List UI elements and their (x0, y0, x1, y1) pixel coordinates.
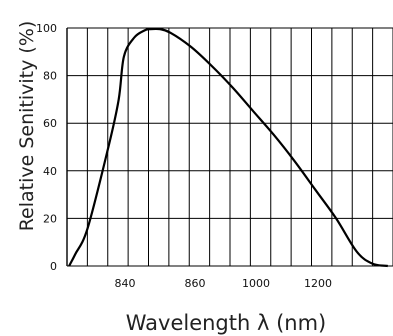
x-axis-title: Wavelength λ (nm) (126, 311, 327, 335)
y-tick-label: 20 (43, 212, 57, 225)
y-tick-label: 0 (50, 260, 57, 273)
y-tick-label: 100 (36, 22, 57, 35)
x-tick-label: 1000 (242, 277, 270, 290)
x-tick-labels: 840 860 1000 1200 (115, 277, 333, 290)
x-tick-label: 1200 (304, 277, 332, 290)
x-tick-label: 840 (115, 277, 136, 290)
y-tick-label: 40 (43, 165, 57, 178)
y-tick-label: 80 (43, 70, 57, 83)
y-axis-title: Relative Senitivity (%) (16, 21, 38, 232)
chart-grid (66, 27, 393, 267)
sensitivity-curve (68, 27, 388, 268)
x-tick-label: 860 (185, 277, 206, 290)
y-tick-label: 60 (43, 117, 57, 130)
y-tick-labels: 0 20 40 60 80 100 (36, 22, 57, 273)
